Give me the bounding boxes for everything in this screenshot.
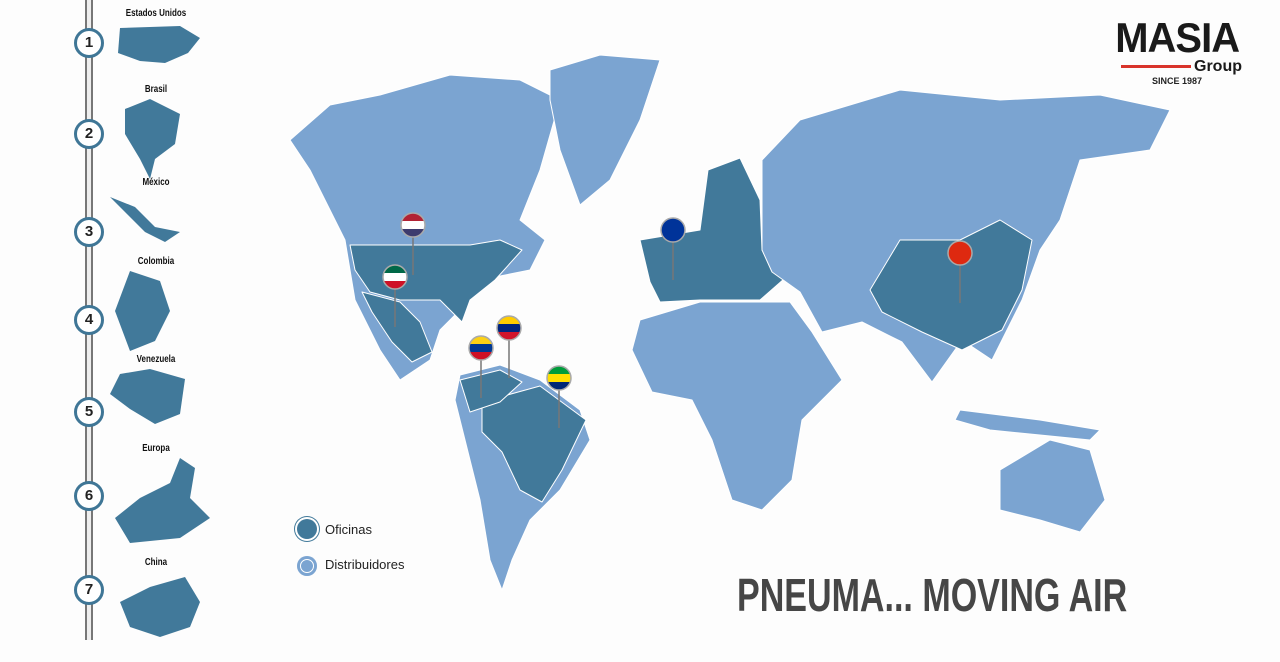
country-silhouette-6 xyxy=(115,458,210,543)
distributors-legend-label: Distribuidores xyxy=(325,557,405,572)
step-7-badge: 7 xyxy=(74,575,104,605)
mexico-flag-pin xyxy=(382,264,408,327)
indonesia xyxy=(954,409,1101,441)
venezuela-flag-pin xyxy=(496,315,522,378)
step-4-label: Colombia xyxy=(137,256,175,267)
step-3-badge: 3 xyxy=(74,217,104,247)
eu-flag-pin xyxy=(660,217,686,280)
step-5-label: Venezuela xyxy=(136,354,176,365)
mexico xyxy=(361,291,433,363)
country-silhouette-2 xyxy=(125,99,180,179)
step-6-badge: 6 xyxy=(74,481,104,511)
step-1-label: Estados Unidos xyxy=(125,8,187,19)
colombia-flag-pin xyxy=(468,335,494,398)
asia xyxy=(761,89,1171,383)
australia xyxy=(999,439,1106,533)
usa-flag-pin xyxy=(400,212,426,275)
usa xyxy=(349,239,523,323)
distributors-legend-swatch xyxy=(297,556,317,576)
china xyxy=(869,219,1033,351)
china-flag-pin xyxy=(947,240,973,303)
masia-logo: MASIA Group SINCE 1987 xyxy=(1112,14,1242,87)
brazil xyxy=(481,385,587,503)
logo-sub: Group xyxy=(1194,58,1242,75)
step-7-label: China xyxy=(144,557,168,568)
country-silhouette-4 xyxy=(115,271,170,351)
step-3-label: México xyxy=(142,177,170,188)
greenland xyxy=(549,54,661,206)
country-silhouette-1 xyxy=(118,26,200,63)
country-silhouette-7 xyxy=(120,577,200,637)
step-2-label: Brasil xyxy=(144,84,168,95)
step-6-label: Europa xyxy=(142,443,170,454)
logo-red-line xyxy=(1121,65,1191,69)
logo-main: MASIA xyxy=(1114,14,1240,61)
step-2-badge: 2 xyxy=(74,119,104,149)
step-5-badge: 5 xyxy=(74,397,104,427)
offices-legend-label: Oficinas xyxy=(325,522,372,537)
brazil-flag-pin xyxy=(546,365,572,428)
logo-since: SINCE 1987 xyxy=(1151,76,1202,86)
country-silhouette-5 xyxy=(110,369,185,424)
step-4-badge: 4 xyxy=(74,305,104,335)
world-map xyxy=(289,54,1171,591)
colombia-venezuela xyxy=(459,369,523,413)
step-1-badge: 1 xyxy=(74,28,104,58)
country-silhouette-3 xyxy=(110,197,180,242)
slogan: PNEUMA... MOVING AIR xyxy=(737,569,1128,621)
offices-legend-swatch xyxy=(297,519,317,539)
africa xyxy=(631,301,843,511)
